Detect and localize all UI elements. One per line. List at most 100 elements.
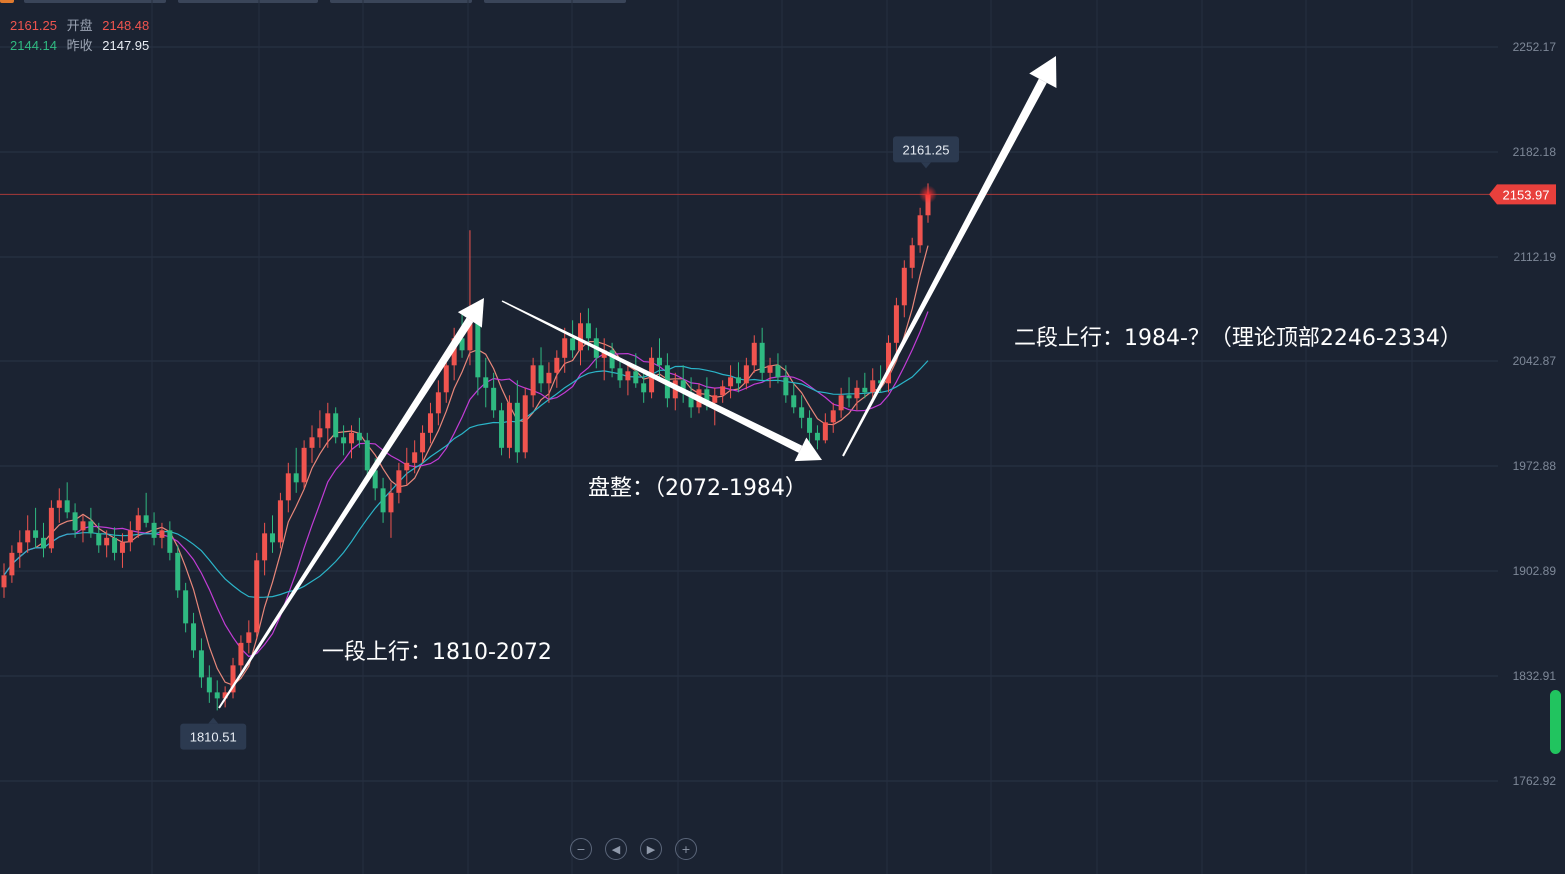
candle-body <box>886 342 892 384</box>
annotation-leg2: 二段上行：1984-？（理论顶部2246-2334） <box>1014 326 1462 351</box>
candle-body <box>743 365 749 384</box>
y-axis-tick-label: 2182.18 <box>1513 145 1557 159</box>
candle-body <box>585 323 591 339</box>
candle-body <box>870 380 876 393</box>
candle-body <box>380 488 386 513</box>
candle-body <box>546 372 552 384</box>
candle-body <box>807 417 813 433</box>
candle-body <box>830 410 836 423</box>
high-value: 2161.25 <box>10 18 57 33</box>
top-tab-strip <box>0 0 640 3</box>
candle-body <box>459 338 465 351</box>
candle-body <box>270 533 276 543</box>
candle-body <box>862 387 868 393</box>
candle-body <box>159 530 165 538</box>
tab-indicator[interactable] <box>178 0 318 3</box>
low-value: 2144.14 <box>10 38 57 53</box>
candle-body <box>183 590 189 624</box>
candle-body <box>254 560 260 633</box>
candle-body <box>112 537 118 553</box>
zoom-in-icon[interactable]: + <box>675 838 697 860</box>
arrow-leg1-shaft <box>218 317 474 709</box>
candle-body <box>483 377 489 388</box>
candle-body <box>1 575 7 588</box>
candle-body <box>475 317 481 378</box>
candle-body <box>119 542 125 553</box>
vertical-scrollbar[interactable] <box>1550 690 1561 754</box>
candle-body <box>704 389 710 403</box>
candle-body <box>712 395 718 403</box>
candle-body <box>143 515 149 523</box>
tab-indicator[interactable] <box>24 0 166 3</box>
tab-indicator[interactable] <box>484 0 626 3</box>
candle-body <box>791 395 797 408</box>
tab-indicator[interactable] <box>330 0 472 3</box>
candle-body <box>435 392 441 414</box>
candle-body <box>325 413 331 429</box>
y-axis-tick-label: 1832.91 <box>1513 669 1557 683</box>
tab-indicator-active[interactable] <box>0 0 14 3</box>
candle-body <box>96 533 102 546</box>
zoom-out-icon[interactable]: − <box>570 838 592 860</box>
ma5-line <box>3 245 929 686</box>
candle-body <box>799 407 805 418</box>
candle-body <box>491 387 497 411</box>
candle-body <box>127 530 133 543</box>
candle-body <box>33 530 39 538</box>
y-axis-tick-label: 1902.89 <box>1513 564 1557 578</box>
peak-label: 2161.25 <box>903 142 950 157</box>
arrow-leg2-head <box>1029 56 1057 88</box>
peak-tooltip-box <box>893 136 959 163</box>
candle-body <box>420 432 426 453</box>
candle-body <box>88 521 94 534</box>
ma10-line <box>3 311 929 658</box>
candle-body <box>688 392 694 408</box>
candle-body <box>356 432 362 441</box>
candle-body <box>191 623 197 651</box>
candle-body <box>783 377 789 396</box>
candle-body <box>893 305 899 343</box>
candle-body <box>578 323 584 351</box>
candle-body <box>262 533 268 561</box>
candle-body <box>514 402 520 453</box>
trough-tooltip-pointer <box>208 717 219 724</box>
skip-back-icon[interactable]: ◀ <box>605 838 627 860</box>
candle-body <box>309 437 315 448</box>
y-axis-tick-label: 2042.87 <box>1513 354 1557 368</box>
candle-body <box>499 410 505 448</box>
current-price-label: 2153.97 <box>1503 187 1550 202</box>
candle-body <box>720 386 726 396</box>
candle-body <box>372 470 378 489</box>
candle-body <box>554 357 560 373</box>
candle-body <box>175 552 181 591</box>
candle-body <box>48 507 54 549</box>
candle-body <box>735 377 741 384</box>
candle-body <box>301 447 307 483</box>
candle-body <box>230 665 236 693</box>
candle-body <box>909 245 915 268</box>
candle-body <box>80 521 86 531</box>
candle-body <box>625 371 631 381</box>
candle-body <box>40 537 46 549</box>
annotation-consolidation: 盘整：（2072-1984） <box>588 476 807 501</box>
candle-body <box>538 365 544 384</box>
candle-body <box>56 500 62 508</box>
open-label: 开盘 <box>66 18 93 33</box>
y-axis-tick-label: 1762.92 <box>1513 774 1557 788</box>
candle-body <box>364 440 370 471</box>
candle-body <box>451 338 457 366</box>
candle-body <box>846 395 852 399</box>
arrow-leg1-head <box>457 298 484 328</box>
candle-body <box>64 500 70 513</box>
skip-forward-icon[interactable]: ▶ <box>640 838 662 860</box>
candle-body <box>814 432 820 441</box>
arrow-consolidation-head <box>794 437 822 462</box>
candle-body <box>601 350 607 358</box>
trough-tooltip-box <box>180 723 247 750</box>
arrow-consolidation-shaft <box>501 300 803 453</box>
candle-body <box>917 215 923 246</box>
candle-body <box>348 432 354 444</box>
prev-close-value: 2147.95 <box>102 38 150 53</box>
arrow-leg2-shaft <box>842 78 1047 457</box>
